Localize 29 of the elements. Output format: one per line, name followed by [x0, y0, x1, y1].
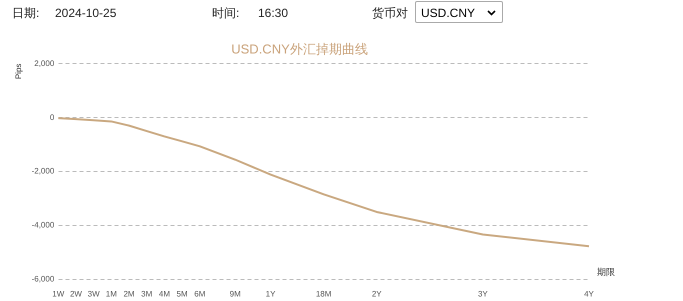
y-tick-label: 0 — [50, 112, 55, 122]
text: 16:30 — [258, 6, 288, 20]
y-tick-label: -4,000 — [32, 220, 55, 230]
y-tick-label: -6,000 — [32, 274, 55, 284]
x-tick-label: 3W — [88, 289, 100, 298]
x-tick-label: 3Y — [478, 289, 488, 298]
x-tick-label: 1W — [52, 289, 65, 298]
y-tick-label: 2,000 — [34, 58, 55, 68]
x-tick-label: 1Y — [266, 289, 276, 298]
x-tick-label: 9M — [230, 289, 242, 298]
chart-title: USD.CNY外汇掉期曲线 — [231, 41, 368, 56]
text: 2024-10-25 — [55, 6, 116, 20]
y-axis-title: Pips — [14, 64, 24, 80]
x-axis-title: 期限 — [597, 267, 615, 278]
x-tick-label: 2W — [70, 289, 82, 298]
text: 日期: — [12, 6, 40, 20]
y-tick-label: -2,000 — [32, 166, 55, 176]
text: 时间: — [212, 6, 240, 20]
x-tick-label: 5M — [176, 289, 188, 298]
x-tick-label: 18M — [316, 289, 332, 298]
x-tick-label: 6M — [194, 289, 206, 298]
text: USD.CNY — [421, 6, 476, 20]
x-tick-label: 4Y — [584, 289, 595, 298]
x-tick-label: 2M — [123, 289, 135, 298]
x-tick-label: 1M — [106, 289, 118, 298]
text: 货币对 — [372, 6, 408, 20]
x-tick-label: 2Y — [372, 289, 382, 298]
x-tick-label: 4M — [158, 289, 170, 298]
x-tick-label: 3M — [141, 289, 153, 298]
